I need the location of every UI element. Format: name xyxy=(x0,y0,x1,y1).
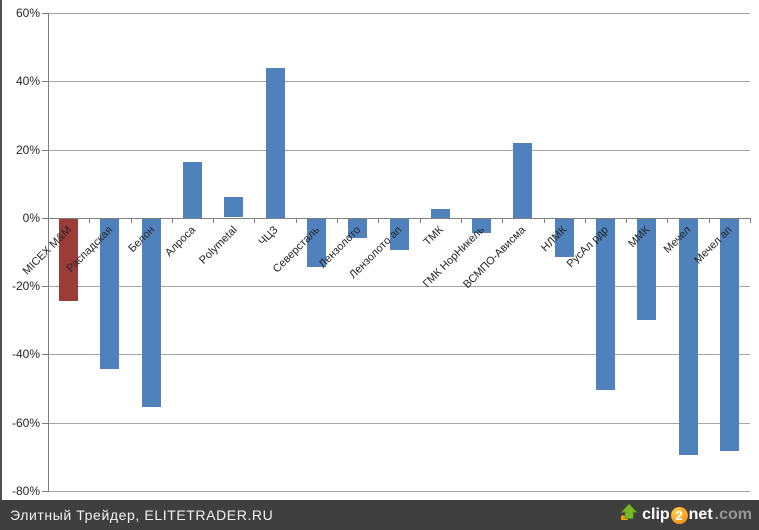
y-axis-label: 40% xyxy=(15,74,40,88)
bar-Распадская xyxy=(100,219,119,369)
bar-ТМК xyxy=(431,209,450,218)
x-axis-tick xyxy=(337,218,338,223)
x-axis-label: Polymetal xyxy=(196,224,240,267)
x-axis-tick xyxy=(709,218,710,223)
y-axis-label: 20% xyxy=(15,143,40,157)
y-gridline xyxy=(48,13,750,14)
bar-Polymetal xyxy=(224,197,243,217)
y-gridline xyxy=(48,354,750,355)
bar-ММК xyxy=(637,219,656,320)
bar-Лензолото ап xyxy=(390,219,409,250)
bar-Белон xyxy=(142,219,161,407)
y-axis-label: 0% xyxy=(22,211,40,225)
x-axis-tick xyxy=(172,218,173,223)
y-gridline xyxy=(48,81,750,82)
logo-text-clip: clip xyxy=(642,506,670,523)
bar-ВСМПО-Ависма xyxy=(513,143,532,218)
y-axis-tick xyxy=(42,491,48,492)
category-axis-line xyxy=(48,218,750,219)
x-axis-tick xyxy=(254,218,255,223)
bar-chart: 60% 40% 20% 0% -20% -40% -60% -80% MICEX M&M Расп… xyxy=(11,6,751,498)
clip2net-logo: clip 2 net .com xyxy=(620,503,752,526)
bar-ЧЦЗ xyxy=(266,68,285,218)
x-axis-tick xyxy=(626,218,627,223)
logo-text-net: net xyxy=(688,506,713,523)
x-axis-tick xyxy=(461,218,462,223)
y-gridline xyxy=(48,423,750,424)
x-axis-tick xyxy=(585,218,586,223)
y-axis-label: -80% xyxy=(11,484,40,498)
y-axis-tick xyxy=(42,81,48,82)
bar-Алроса xyxy=(183,162,202,218)
y-axis-tick xyxy=(42,354,48,355)
y-axis-tick xyxy=(42,150,48,151)
y-axis-line xyxy=(48,13,49,492)
x-axis-tick xyxy=(750,218,751,223)
bar-Северсталь xyxy=(307,219,326,267)
footer-credit: Элитный Трейдер, ELITETRADER.RU xyxy=(10,507,274,523)
bar-Лензолото xyxy=(348,219,367,238)
y-axis-label: -20% xyxy=(11,279,40,293)
bar-Мечел xyxy=(679,219,698,455)
y-axis-tick xyxy=(42,218,48,219)
x-axis-tick xyxy=(48,218,49,223)
x-axis-tick xyxy=(131,218,132,223)
bar-Мечел ап xyxy=(720,219,739,451)
y-gridline xyxy=(48,491,750,492)
x-axis-label: ТМК xyxy=(421,224,446,249)
logo-text-com: .com xyxy=(714,506,752,523)
y-axis-tick xyxy=(42,286,48,287)
x-axis-tick xyxy=(296,218,297,223)
y-axis-label: -60% xyxy=(11,416,40,430)
y-axis-label: 60% xyxy=(15,6,40,20)
y-axis-tick xyxy=(42,423,48,424)
y-gridline xyxy=(48,286,750,287)
x-axis-tick xyxy=(89,218,90,223)
bar-РусАл рдр xyxy=(596,219,615,390)
x-axis-tick xyxy=(420,218,421,223)
footer-bar: Элитный Трейдер, ELITETRADER.RU clip 2 n… xyxy=(0,500,759,530)
x-axis-label: Алроса xyxy=(162,224,199,260)
x-axis-tick xyxy=(667,218,668,223)
bar-НЛМК xyxy=(555,219,574,257)
clip2net-arrow-icon xyxy=(620,503,639,526)
x-axis-tick xyxy=(378,218,379,223)
bar-MICEX M&M xyxy=(59,219,78,301)
y-axis-label: -40% xyxy=(11,347,40,361)
x-axis-tick xyxy=(502,218,503,223)
left-border-line xyxy=(0,0,2,500)
x-axis-tick xyxy=(544,218,545,223)
x-axis-label: ЧЦЗ xyxy=(256,224,281,249)
bar-ГМК НорНикель xyxy=(472,219,491,233)
x-axis-tick xyxy=(213,218,214,223)
y-axis-tick xyxy=(42,13,48,14)
y-gridline xyxy=(48,150,750,151)
logo-badge-2: 2 xyxy=(670,506,688,524)
